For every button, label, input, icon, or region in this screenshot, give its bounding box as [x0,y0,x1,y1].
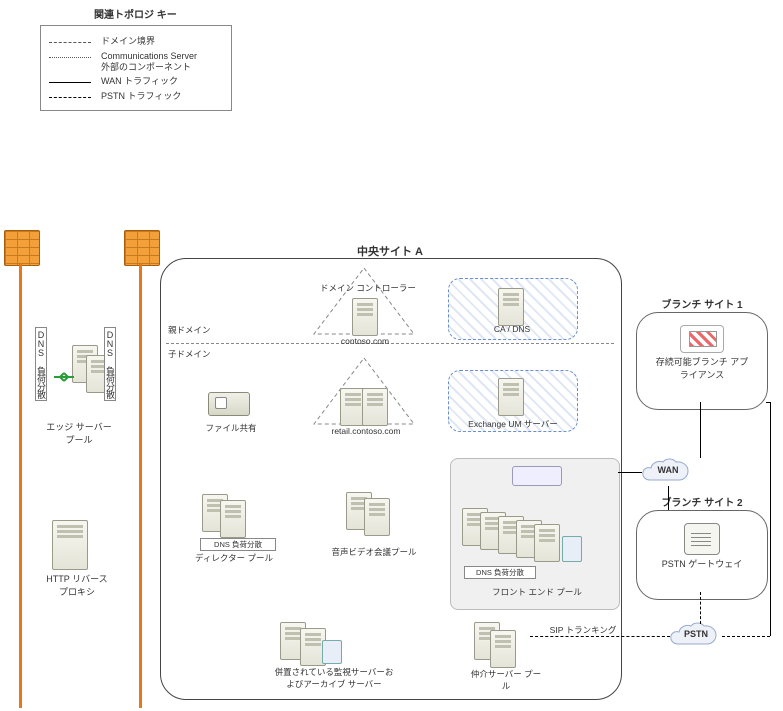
central-site-title: 中央サイト A [300,243,480,259]
parent-domain-label: 親ドメイン [168,324,211,336]
legend-row-external: Communications Server 外部のコンポーネント [49,51,223,73]
legend-swatch-dashed [49,42,91,43]
av-conf-label: 音声ビデオ会議プール [312,546,436,558]
child-fqdn: retail.contoso.com [318,426,414,436]
legend-label: ドメイン境界 [101,36,155,47]
legend-title: 関連トポロジ キー [94,6,232,21]
ca-dns-server [498,288,524,326]
child-dc-server-2 [362,388,388,426]
frontend-pool [462,508,610,564]
branch1-trunk-vline [770,402,771,636]
dc-fqdn: contoso.com [328,336,402,346]
mediation-pool [474,622,530,672]
dc-label: ドメイン コントローラー [320,282,410,294]
branch1-appliance-label: 存続可能ブランチ アプ ライアンス [637,355,767,381]
branch2-to-pstn-v [700,592,701,624]
firewall-bar [19,264,22,708]
http-reverse-proxy [52,520,88,570]
legend-label: WAN トラフィック [101,76,178,87]
legend-box: ドメイン境界 Communications Server 外部のコンポーネント … [40,25,232,111]
sip-trunking-line [530,636,670,637]
director-label: ディレクター プール [184,552,284,564]
reverse-proxy-label: HTTP リバース プロキシ [30,572,124,598]
pstn-gateway-icon [684,523,720,555]
mediation-label: 仲介サーバー プー ル [458,668,554,692]
file-share-label: ファイル共有 [192,422,270,434]
branch-site-2: PSTN ゲートウェイ [636,510,768,600]
exchange-um-label: Exchange UM サーバー [452,418,574,430]
child-domain-label: 子ドメイン [168,348,211,360]
legend-swatch-solid [49,82,91,83]
firewall-bar [139,264,142,708]
frontend-label: フロント エンド プール [472,586,602,598]
legend-swatch-dash2 [49,97,91,98]
branch1-to-wan-v [700,402,701,458]
legend-row-pstn: PSTN トラフィック [49,91,223,102]
legend-swatch-dotted [49,57,91,58]
branch-site-1: 存続可能ブランチ アプ ライアンス [636,312,768,410]
sip-trunking-label: SIP トランキング [538,624,628,636]
monitoring-label: 併置されている監視サーバーお よびアーカイブ サーバー [254,666,414,690]
director-dnslb: DNS 負荷分散 [200,538,276,551]
sql-db-icon [562,536,582,562]
branch1-out-h [766,402,770,403]
dns-lb-label-right: DNS 負荷分散 [104,327,116,401]
wan-cloud: WAN [640,458,696,488]
av-conf-pool [346,492,406,544]
branch1-title: ブランチ サイト 1 [642,296,762,311]
branch2-gateway-label: PSTN ゲートウェイ [637,557,767,570]
branch2-title: ブランチ サイト 2 [642,494,762,509]
edge-pool-label: エッジ サーバー プール [34,420,124,446]
appliance-icon [637,325,767,353]
pstn-label: PSTN [668,629,724,639]
hw-lb-icon [512,466,562,486]
exchange-um-server [498,378,524,416]
arrows-icon [52,365,76,389]
dc-server [352,298,378,336]
fe-to-wan-h [618,472,642,473]
pstn-cloud: PSTN [668,622,724,652]
file-share [208,392,250,416]
wan-to-branch2-v [668,486,669,510]
dns-lb-label-left: DNS 負荷分散 [35,327,47,401]
firewall-icon [4,230,40,266]
monitoring-servers [280,622,366,672]
firewall-icon [124,230,160,266]
frontend-dnslb: DNS 負荷分散 [464,566,536,579]
legend: 関連トポロジ キー ドメイン境界 Communications Server 外… [40,6,232,111]
pstn-branch-h [722,636,770,637]
ca-dns-label: CA / DNS [466,324,558,334]
legend-label: Communications Server 外部のコンポーネント [101,51,197,73]
legend-row-wan: WAN トラフィック [49,76,223,87]
legend-row-domain: ドメイン境界 [49,36,223,47]
wan-label: WAN [640,465,696,475]
legend-label: PSTN トラフィック [101,91,181,102]
